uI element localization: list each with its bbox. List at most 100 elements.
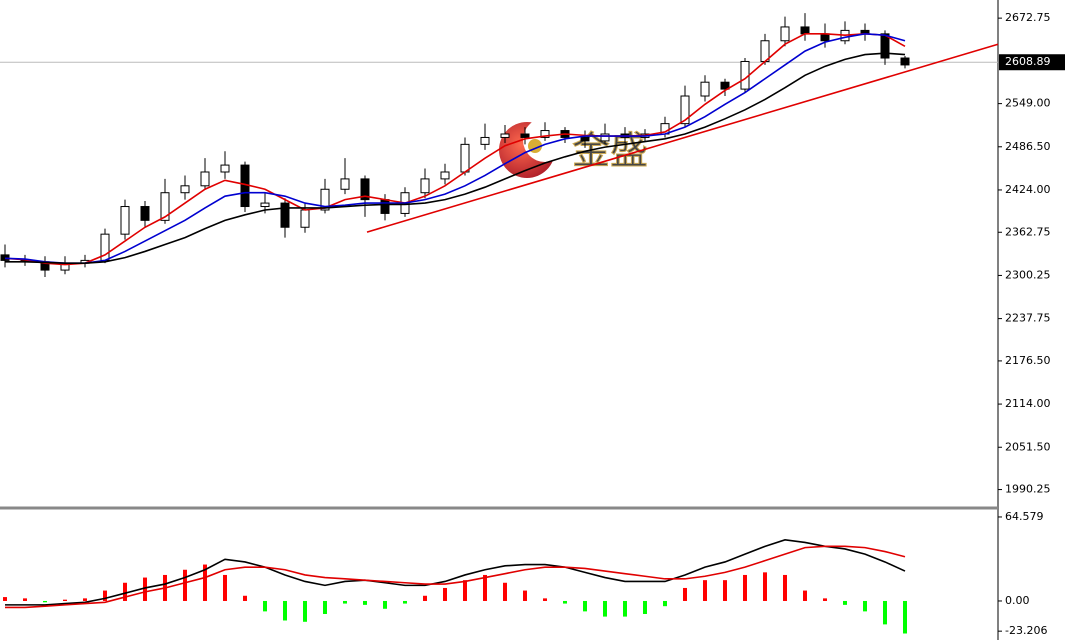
macd-bar [783,574,787,601]
last-price-label: 2608.89 [1005,55,1051,68]
macd-bar [623,600,627,617]
candle-body [120,206,130,235]
y-tick-label: 2051.50 [1005,440,1051,453]
macd-bar [483,574,487,601]
candle-body [700,81,710,97]
macd-bar [323,600,327,614]
y-tick-label: 2300.25 [1005,268,1051,281]
y-tick-label: 2237.75 [1005,312,1051,325]
macd-bar [83,598,87,601]
candle-body [280,202,290,228]
trendline [366,43,999,233]
macd-bar [583,600,587,612]
macd-bar [543,598,547,601]
line-series [5,545,906,609]
y-tick-label: 2424.00 [1005,183,1051,196]
candle-body [780,26,790,42]
candle-body [160,192,170,221]
candle-body [720,81,730,90]
macd-bar [603,600,607,617]
line-series [5,539,906,606]
candle-body [880,33,890,59]
macd-bar [403,600,407,604]
macd-bar [463,580,467,601]
macd-bar [383,600,387,609]
macd-bar [143,577,147,601]
candle-body [480,136,490,145]
macd-bar [883,600,887,625]
y-tick-label: 1990.25 [1005,483,1051,496]
candle-body [800,26,810,35]
macd-bar [423,595,427,601]
candle-body [180,185,190,194]
macd-bar [643,600,647,614]
macd-bar [203,564,207,601]
macd-bar [23,598,27,601]
macd-bar [563,600,567,604]
macd-bar [763,572,767,601]
candle-body [0,254,10,261]
candle-body [540,130,550,138]
macd-bar [283,600,287,621]
macd-bar [3,597,7,601]
line-series [4,33,906,266]
y-tick-label: 0.00 [1005,594,1030,607]
macd-bar [723,580,727,601]
macd-bar [223,574,227,601]
y-tick-label: 64.579 [1005,510,1044,523]
y-tick-label: 2486.50 [1005,140,1051,153]
y-tick-label: -23.206 [1005,624,1047,637]
macd-bar [263,600,267,612]
candle-body [380,199,390,214]
macd-bar [183,569,187,601]
candle-body [300,209,310,228]
macd-bar [343,600,347,604]
candle-body [680,95,690,125]
macd-bar [43,600,47,603]
macd-bar [303,600,307,622]
candle-body [200,171,210,187]
macd-bar [803,590,807,601]
candle-body [140,206,150,221]
macd-bar [523,590,527,601]
y-tick-label: 2176.50 [1005,354,1051,367]
macd-bar [683,587,687,601]
candle-body [820,33,830,42]
macd-bar [123,582,127,601]
macd-bar [843,600,847,605]
y-tick-label: 2114.00 [1005,397,1051,410]
macd-bar [103,590,107,601]
macd-bar [663,600,667,607]
candle-body [340,178,350,190]
macd-bar [363,600,367,605]
candle-body [600,133,610,142]
candle-body [900,57,910,66]
line-series [4,33,906,264]
candle-body [440,171,450,180]
y-tick-label: 2672.75 [1005,11,1051,24]
macd-bar [743,574,747,601]
candle-body [580,136,590,142]
y-tick-label: 2362.75 [1005,225,1051,238]
candle-body [520,133,530,138]
last-price-box [999,54,1065,71]
macd-bar [863,600,867,612]
candle-body [420,178,430,194]
macd-bar [243,595,247,601]
candle-body [320,188,330,211]
macd-bar [503,582,507,601]
candle-body [500,133,510,138]
candle-body [220,164,230,173]
y-tick-label: 2549.00 [1005,97,1051,110]
macd-bar [443,587,447,601]
candle-body [360,178,370,201]
line-series [5,52,906,264]
candle-body [460,143,470,173]
macd-bar [823,598,827,601]
macd-bar [703,580,707,601]
candle-body [260,202,270,208]
macd-bar [903,600,907,634]
